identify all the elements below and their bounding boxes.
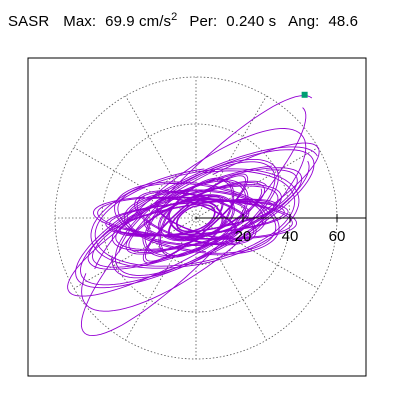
peak-marker (301, 91, 308, 98)
grid-spoke (125, 217, 197, 341)
per-value: 0.240 s (226, 13, 277, 30)
grid-spoke (73, 147, 197, 219)
orbit-loop (167, 198, 224, 237)
grid-spoke (125, 95, 197, 219)
max-value: 69.9 (105, 13, 135, 30)
plot-frame (27, 57, 367, 377)
per-key: Per: (189, 13, 218, 30)
spectrum-type-label: SASR (8, 13, 50, 30)
orbit-loop (111, 158, 279, 279)
radial-tick-label: 40 (282, 228, 299, 245)
max-key: Max: (63, 13, 97, 30)
orbit-loop (114, 181, 280, 256)
peak-marker-group (301, 91, 308, 98)
grid-spoke (195, 217, 267, 341)
orbit-trace (67, 95, 320, 337)
orbit-loop (90, 168, 300, 269)
orbit-loop (158, 177, 235, 258)
max-unit-exponent: 2 (171, 11, 178, 23)
ang-key: Ang: (288, 13, 320, 30)
orbit-loop (87, 165, 303, 270)
orbit-outer-loop (81, 128, 307, 312)
grid-spoke (195, 217, 319, 289)
orbit-outer-loop (80, 95, 313, 337)
grid-spoke (195, 95, 267, 219)
radial-tick-label: 60 (329, 228, 346, 245)
grid-spoke (195, 147, 319, 219)
radial-tick-label: 20 (235, 228, 252, 245)
orbit-outer-loop (67, 142, 320, 297)
orbit-loop (157, 194, 235, 242)
max-unit: cm/s (139, 13, 172, 30)
ang-value: 48.6 (328, 13, 359, 30)
response-header: SASR Max: 69.9 cm/s2 Per: 0.240 s Ang: 48.6 (8, 11, 358, 35)
radial-axis: 20 40 60 (196, 214, 366, 245)
